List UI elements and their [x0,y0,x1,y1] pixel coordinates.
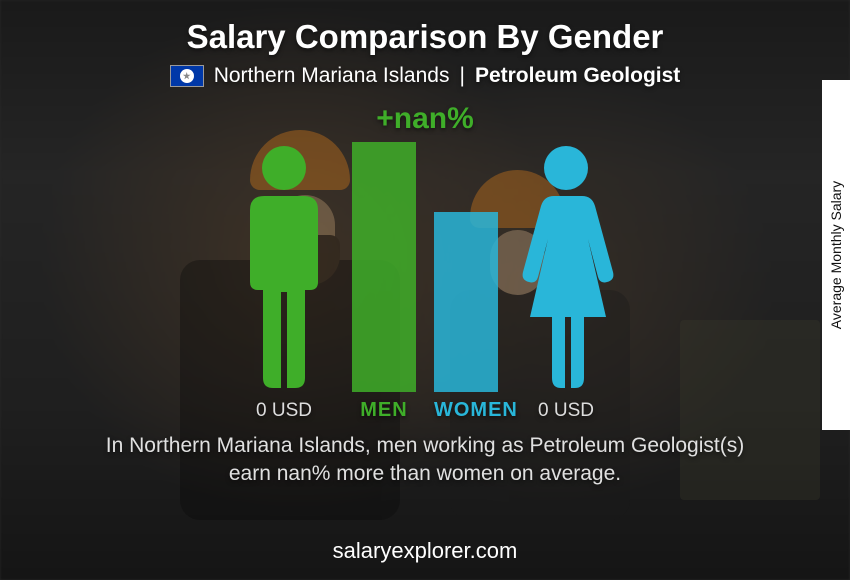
content-layer: Salary Comparison By Gender Northern Mar… [0,0,850,580]
page-title: Salary Comparison By Gender [187,18,664,56]
male-icon [234,142,334,392]
men-label: MEN [352,399,416,422]
men-value: 0 USD [234,400,334,422]
female-icon [516,142,616,392]
women-value: 0 USD [516,400,616,422]
job-title: Petroleum Geologist [475,64,680,88]
summary-text: In Northern Mariana Islands, men working… [85,432,765,489]
labels-row: 0 USD MEN WOMEN 0 USD [145,399,705,422]
women-label: WOMEN [434,399,498,422]
men-bar [352,142,416,392]
flag-icon [170,65,204,87]
difference-label: +nan% [145,102,705,136]
women-bar [434,212,498,392]
brand-watermark: salaryexplorer.com [0,538,850,564]
chart-row [145,142,705,392]
subtitle-row: Northern Mariana Islands | Petroleum Geo… [170,64,681,88]
gender-chart: +nan% 0 USD MEN WOMEN 0 USD [145,102,705,422]
separator: | [459,64,464,88]
location-text: Northern Mariana Islands [214,64,450,88]
